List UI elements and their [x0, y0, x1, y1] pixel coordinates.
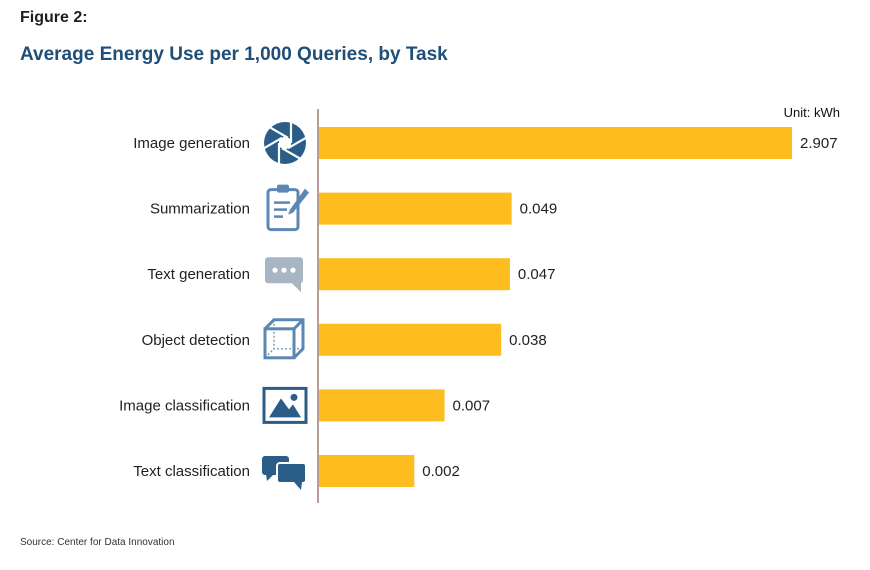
- value-label-4: 0.007: [453, 397, 491, 414]
- figure-label: Figure 2:: [20, 9, 88, 26]
- value-label-1: 0.049: [520, 201, 558, 218]
- category-label-4: Image classification: [119, 397, 250, 414]
- speech-bubble-dots-icon: [265, 257, 303, 293]
- bar-2: [319, 258, 510, 291]
- bar-3: [319, 323, 502, 356]
- category-label-3: Object detection: [142, 332, 250, 349]
- category-label-1: Summarization: [150, 201, 250, 218]
- chart-title: Average Energy Use per 1,000 Queries, by…: [20, 44, 448, 65]
- clipboard-pencil-icon: [266, 184, 309, 232]
- bar-1: [319, 192, 512, 225]
- bar-0: [319, 127, 792, 159]
- chat-bubbles-icon: [262, 456, 307, 490]
- unit-label: Unit: kWh: [784, 105, 840, 120]
- bar-chart: Unit: kWh 2.907 Image generation 0.049 Summ…: [119, 105, 840, 503]
- source-note: Source: Center for Data Innovation: [20, 537, 175, 548]
- category-label-5: Text classification: [133, 463, 250, 480]
- cube-icon: [263, 318, 305, 360]
- category-label-2: Text generation: [147, 266, 250, 283]
- value-label-3: 0.038: [509, 332, 547, 349]
- camera-aperture-icon: [263, 122, 307, 164]
- value-label-5: 0.002: [422, 463, 460, 480]
- bar-5: [319, 455, 415, 487]
- picture-mountain-icon: [262, 386, 308, 424]
- value-label-0: 2.907: [800, 135, 838, 152]
- category-label-0: Image generation: [133, 135, 250, 152]
- bar-4: [319, 389, 445, 422]
- value-label-2: 0.047: [518, 266, 556, 283]
